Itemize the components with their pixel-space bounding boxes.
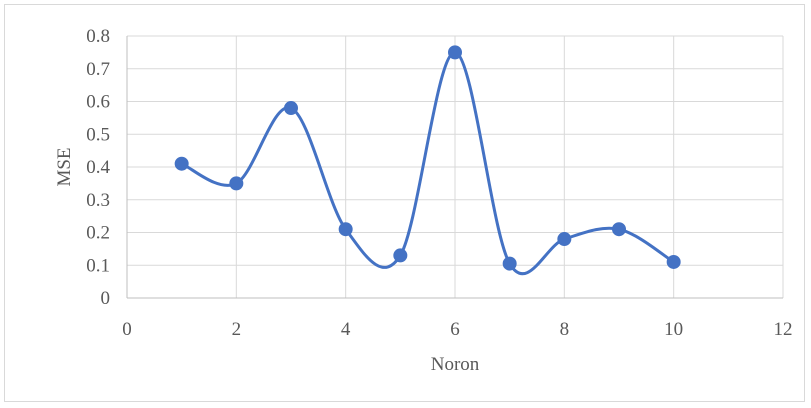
data-point-marker bbox=[174, 156, 189, 171]
y-tick-label: 0.5 bbox=[86, 124, 110, 145]
data-point-marker bbox=[612, 222, 626, 237]
series-layer bbox=[174, 45, 681, 276]
y-tick-label: 0.2 bbox=[86, 223, 110, 244]
y-tick-label: 0.4 bbox=[86, 157, 110, 178]
y-axis-title: MSE bbox=[54, 147, 75, 186]
x-tick-label: 6 bbox=[450, 319, 460, 340]
y-tick-label: 0.6 bbox=[86, 92, 110, 113]
data-point-marker bbox=[338, 222, 353, 237]
y-tick-label: 0.3 bbox=[86, 190, 110, 211]
data-point-marker bbox=[284, 101, 298, 116]
x-tick-label: 2 bbox=[232, 319, 242, 340]
data-point-marker bbox=[557, 232, 572, 247]
y-tick-label: 0.8 bbox=[86, 26, 110, 47]
data-point-marker bbox=[229, 176, 244, 191]
y-tick-label: 0.7 bbox=[86, 59, 110, 80]
x-tick-label: 8 bbox=[560, 319, 570, 340]
series-line bbox=[180, 50, 676, 276]
x-axis-title: Noron bbox=[431, 354, 480, 375]
x-tick-label: 4 bbox=[341, 319, 351, 340]
chart-frame bbox=[4, 4, 805, 402]
y-tick-label: 0 bbox=[101, 288, 111, 309]
gridlines bbox=[126, 35, 784, 299]
data-point-marker bbox=[448, 45, 462, 60]
data-point-marker bbox=[393, 248, 408, 263]
x-tick-label: 12 bbox=[774, 319, 793, 340]
tick-labels: 0 0.1 0.2 0.3 0.4 0.5 0.6 0.7 0.8 0 2 4 6 8 10 12 bbox=[86, 26, 792, 340]
x-tick-label: 10 bbox=[664, 319, 683, 340]
x-tick-label: 0 bbox=[122, 319, 132, 340]
data-point-marker bbox=[502, 256, 517, 271]
data-point-marker bbox=[666, 254, 681, 269]
y-tick-label: 0.1 bbox=[86, 255, 110, 276]
